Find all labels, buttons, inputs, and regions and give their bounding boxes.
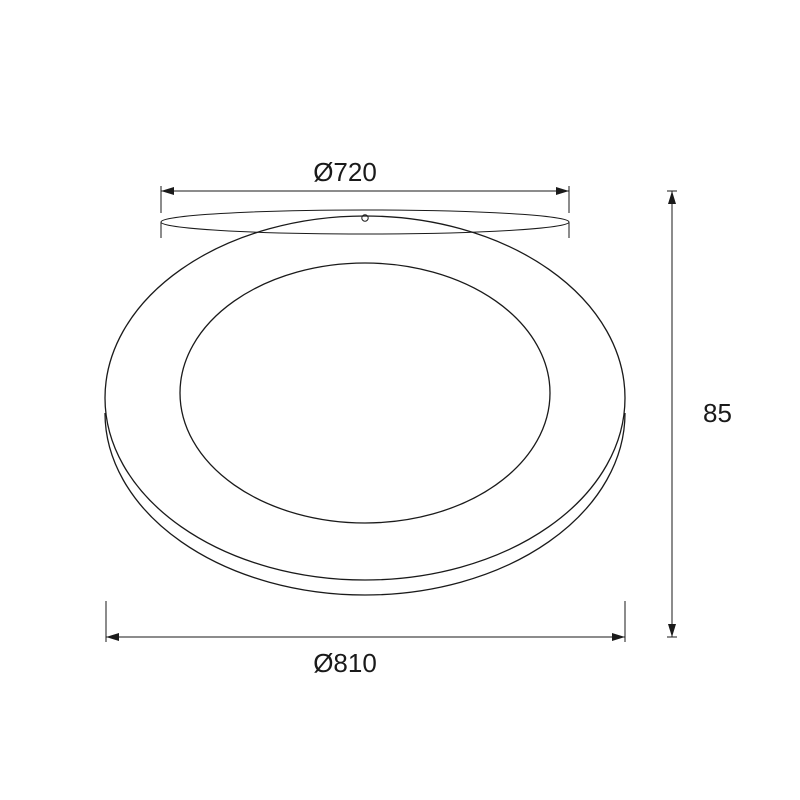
bottom-dimension: Ø810 xyxy=(106,601,625,678)
technical-drawing: Ø720 Ø810 85 xyxy=(0,0,800,800)
height-dimension: 85 xyxy=(667,191,732,637)
top-diameter-label: Ø720 xyxy=(313,157,377,187)
outer-bottom-arc xyxy=(105,413,625,595)
inner-ellipse xyxy=(180,263,550,523)
mount-ellipse xyxy=(161,210,569,234)
outer-top-ellipse xyxy=(105,216,625,580)
top-dimension: Ø720 xyxy=(161,157,569,213)
bottom-diameter-label: Ø810 xyxy=(313,648,377,678)
height-label: 85 xyxy=(703,398,732,428)
